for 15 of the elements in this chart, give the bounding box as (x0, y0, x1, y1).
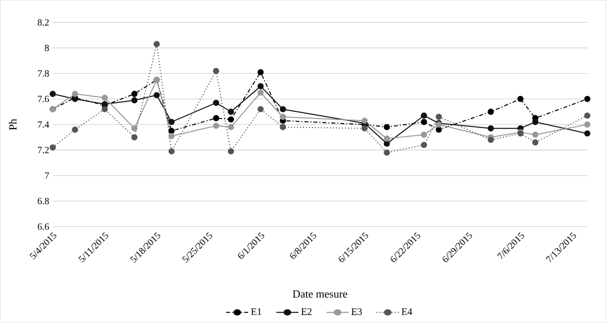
y-tick-label: 8.2 (38, 19, 49, 26)
y-tick-label: 7.6 (38, 96, 49, 102)
y-tick-label: 8 (44, 44, 49, 52)
legend-label: E2 (301, 308, 312, 316)
y-tick-label: 6.8 (38, 198, 49, 204)
legend-label: E1 (251, 308, 262, 316)
legend-label: E3 (351, 308, 362, 316)
x-axis-title: Date mesure (292, 290, 348, 298)
y-tick-label: 7.2 (38, 146, 49, 154)
y-tick-label: 7.8 (38, 70, 49, 77)
y-axis-title: Ph (8, 119, 16, 130)
y-tick-label: 7.4 (38, 121, 50, 128)
legend-label: E4 (402, 308, 412, 316)
y-tick-label: 7 (45, 172, 49, 179)
y-tick-label: 6.6 (38, 224, 49, 230)
